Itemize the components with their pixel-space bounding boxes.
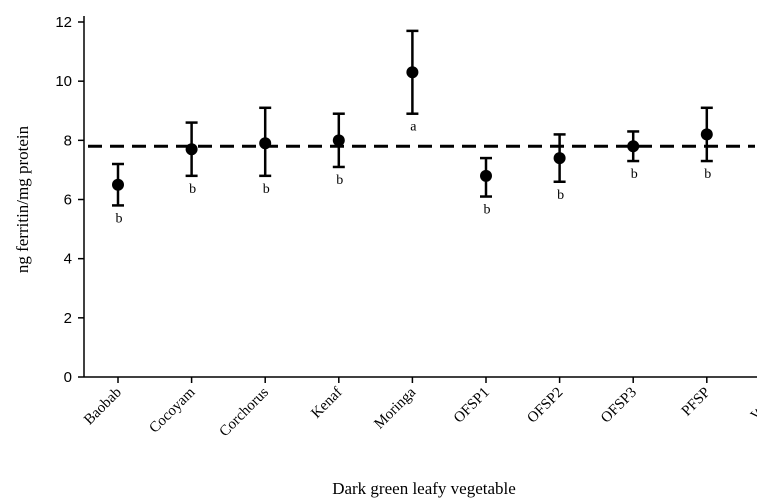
data-point: [553, 152, 566, 165]
significance-label: b: [116, 211, 123, 226]
significance-label: b: [704, 167, 711, 182]
significance-label: b: [336, 173, 343, 188]
significance-label: b: [557, 188, 564, 203]
x-tick-label: OFSP3: [598, 385, 640, 427]
significance-label: b: [484, 203, 491, 218]
x-axis: Baobab Cocoyam Corchorus Kenaf Moringa OFSP1 O…: [81, 376, 757, 440]
y-tick-label: 12: [55, 14, 72, 31]
significance-label: a: [410, 120, 417, 135]
x-axis-title: Dark green leafy vegetable: [332, 479, 516, 498]
x-tick-label: Kenaf: [308, 385, 345, 422]
data-point: [185, 143, 198, 156]
data-point: [259, 137, 272, 150]
y-tick-label: 10: [55, 73, 72, 90]
x-tick-label: Cocoyam: [146, 384, 198, 436]
data-point: [332, 134, 345, 147]
x-tick-label: Corchorus: [217, 384, 273, 440]
y-tick-label: 8: [64, 132, 72, 149]
x-tick-label: WFSP: [748, 385, 757, 424]
significance-label: b: [189, 182, 196, 197]
data-point: [112, 178, 124, 191]
y-axis: 0 2 4 6 8 10 12: [55, 14, 85, 386]
data-point: [480, 169, 492, 182]
data-point: [627, 140, 640, 153]
data-marks: bbbbabbbbb: [112, 29, 713, 226]
y-axis-title: ng ferritin/mg protein: [13, 125, 32, 273]
significance-label: b: [263, 182, 270, 197]
x-tick-label: PFSP: [679, 385, 714, 420]
x-tick-label: OFSP1: [451, 385, 493, 427]
y-tick-label: 0: [64, 369, 72, 386]
data-point: [700, 128, 713, 141]
y-tick-label: 6: [64, 192, 72, 209]
y-tick-label: 2: [64, 310, 72, 327]
significance-label: b: [631, 167, 638, 182]
x-tick-label: OFSP2: [524, 385, 566, 427]
data-point: [406, 66, 419, 79]
y-tick-label: 4: [64, 251, 72, 268]
x-tick-label: Moringa: [371, 384, 419, 432]
x-tick-label: Baobab: [81, 385, 125, 429]
